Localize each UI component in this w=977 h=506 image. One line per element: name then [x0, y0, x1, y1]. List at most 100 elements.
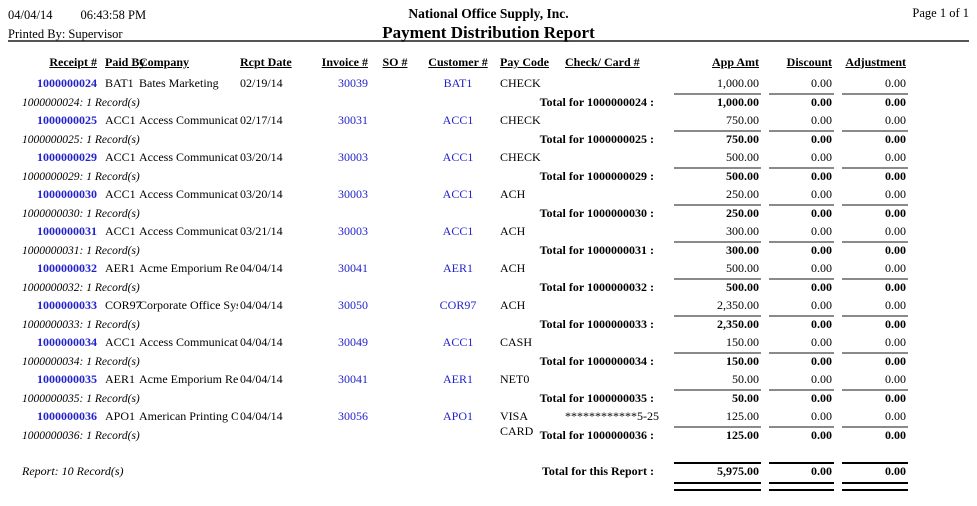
- discount-cell: 0.00: [811, 335, 832, 349]
- total-app-amt: 750.00: [674, 130, 761, 147]
- pay-code-cell: CHECK: [500, 113, 541, 127]
- receipt-link[interactable]: 1000000032: [37, 261, 97, 275]
- receipt-total-label: Total for 1000000036 :: [539, 428, 654, 442]
- customer-link[interactable]: ACC1: [442, 150, 474, 164]
- customer-link[interactable]: BAT1: [443, 76, 473, 90]
- receipt-total-label: Total for 1000000030 :: [539, 206, 654, 220]
- receipt-link[interactable]: 1000000031: [37, 224, 97, 238]
- app-amt-cell: 250.00: [726, 187, 759, 201]
- receipt-link[interactable]: 1000000024: [37, 76, 97, 90]
- receipt-link[interactable]: 1000000036: [37, 409, 97, 423]
- invoice-link[interactable]: 30050: [338, 298, 368, 312]
- discount-cell: 0.00: [811, 261, 832, 275]
- table-row: 1000000030 ACC1 Access Communication 03/…: [30, 187, 977, 204]
- customer-link[interactable]: ACC1: [442, 335, 474, 349]
- invoice-link[interactable]: 30003: [338, 224, 368, 238]
- invoice-link[interactable]: 30003: [338, 187, 368, 201]
- discount-cell: 0.00: [811, 409, 832, 423]
- col-receipt: Receipt #: [49, 55, 97, 69]
- customer-link[interactable]: ACC1: [442, 224, 474, 238]
- receipt-total-row: 1000000031: 1 Record(s) Total for 100000…: [22, 241, 977, 259]
- paid-by-cell: APO1: [105, 409, 136, 423]
- total-discount: 0.00: [769, 130, 834, 147]
- receipt-total-label: Total for 1000000033 :: [539, 317, 654, 331]
- record-list: 1000000024 BAT1 Bates Marketing 02/19/14…: [22, 76, 977, 444]
- discount-cell: 0.00: [811, 113, 832, 127]
- col-customer: Customer #: [428, 55, 488, 69]
- customer-link[interactable]: APO1: [442, 409, 473, 423]
- customer-link[interactable]: ACC1: [442, 113, 474, 127]
- rcpt-date-cell: 04/04/14: [240, 298, 283, 312]
- total-adjustment: 0.00: [842, 241, 908, 258]
- printed-by: Printed By: Supervisor: [8, 26, 123, 41]
- col-adjustment: Adjustment: [845, 55, 906, 69]
- app-amt-cell: 500.00: [726, 150, 759, 164]
- receipt-total-row: 1000000035: 1 Record(s) Total for 100000…: [22, 389, 977, 407]
- adjustment-cell: 0.00: [885, 113, 906, 127]
- total-app-amt: 150.00: [674, 352, 761, 369]
- receipt-total-label: Total for 1000000032 :: [539, 280, 654, 294]
- col-paid-by: Paid By: [105, 55, 146, 69]
- total-discount: 0.00: [769, 167, 834, 184]
- record-block: 1000000033 COR97 Corporate Office System…: [22, 298, 977, 333]
- paid-by-cell: ACC1: [105, 224, 136, 238]
- check-card-cell: ************5-25: [565, 409, 659, 423]
- receipt-link[interactable]: 1000000025: [37, 113, 97, 127]
- record-block: 1000000025 ACC1 Access Communication 02/…: [22, 113, 977, 148]
- app-amt-cell: 50.00: [732, 372, 759, 386]
- pay-code-cell: NET0: [500, 372, 530, 386]
- receipt-link[interactable]: 1000000029: [37, 150, 97, 164]
- company-cell: Acme Emporium Retail: [139, 372, 238, 386]
- report-record-count: Report: 10 Record(s): [22, 464, 124, 478]
- invoice-link[interactable]: 30041: [338, 261, 368, 275]
- receipt-total-row: 1000000033: 1 Record(s) Total for 100000…: [22, 315, 977, 333]
- rcpt-date-cell: 04/04/14: [240, 335, 283, 349]
- customer-link[interactable]: AER1: [443, 261, 473, 275]
- table-row: 1000000033 COR97 Corporate Office System…: [30, 298, 977, 315]
- rcpt-date-cell: 03/20/14: [240, 150, 283, 164]
- customer-link[interactable]: AER1: [443, 372, 473, 386]
- invoice-link[interactable]: 30049: [338, 335, 368, 349]
- discount-cell: 0.00: [811, 224, 832, 238]
- receipt-total-label: Total for 1000000034 :: [539, 354, 654, 368]
- total-discount: 0.00: [769, 204, 834, 221]
- rcpt-date-cell: 04/04/14: [240, 261, 283, 275]
- receipt-link[interactable]: 1000000034: [37, 335, 97, 349]
- invoice-link[interactable]: 30056: [338, 409, 368, 423]
- column-header-row: Receipt # Paid By Company Rcpt Date Invo…: [30, 55, 977, 76]
- receipt-link[interactable]: 1000000033: [37, 298, 97, 312]
- rcpt-date-cell: 03/20/14: [240, 187, 283, 201]
- total-adjustment: 0.00: [842, 389, 908, 406]
- paid-by-cell: BAT1: [105, 76, 134, 90]
- col-so: SO #: [382, 55, 408, 69]
- table-row: 1000000032 AER1 Acme Emporium Retail 04/…: [30, 261, 977, 278]
- table-row: 1000000025 ACC1 Access Communication 02/…: [30, 113, 977, 130]
- page-title: Payment Distribution Report: [382, 23, 595, 42]
- record-block: 1000000035 AER1 Acme Emporium Retail 04/…: [22, 372, 977, 407]
- invoice-link[interactable]: 30003: [338, 150, 368, 164]
- total-app-amt: 500.00: [674, 278, 761, 295]
- total-discount: 0.00: [769, 93, 834, 110]
- report-total-adjustment: 0.00: [842, 462, 908, 479]
- receipt-link[interactable]: 1000000030: [37, 187, 97, 201]
- record-count-note: 1000000030: 1 Record(s): [22, 208, 140, 220]
- total-app-amt: 2,350.00: [674, 315, 761, 332]
- receipt-total-row: 1000000025: 1 Record(s) Total for 100000…: [22, 130, 977, 148]
- col-rcpt-date: Rcpt Date: [240, 55, 292, 69]
- adjustment-cell: 0.00: [885, 298, 906, 312]
- total-adjustment: 0.00: [842, 352, 908, 369]
- company-cell: Corporate Office System: [139, 298, 238, 312]
- record-block: 1000000031 ACC1 Access Communication 03/…: [22, 224, 977, 259]
- company-cell: Access Communication: [139, 150, 238, 164]
- invoice-link[interactable]: 30031: [338, 113, 368, 127]
- receipt-total-row: 1000000024: 1 Record(s) Total for 100000…: [22, 93, 977, 111]
- invoice-link[interactable]: 30041: [338, 372, 368, 386]
- customer-link[interactable]: COR97: [439, 298, 477, 312]
- receipt-total-row: 1000000029: 1 Record(s) Total for 100000…: [22, 167, 977, 185]
- table-row: 1000000036 APO1 American Printing Orga 0…: [30, 409, 977, 438]
- total-discount: 0.00: [769, 426, 834, 443]
- receipt-link[interactable]: 1000000035: [37, 372, 97, 386]
- company-cell: Access Communication: [139, 335, 238, 349]
- customer-link[interactable]: ACC1: [442, 187, 474, 201]
- invoice-link[interactable]: 30039: [338, 76, 368, 90]
